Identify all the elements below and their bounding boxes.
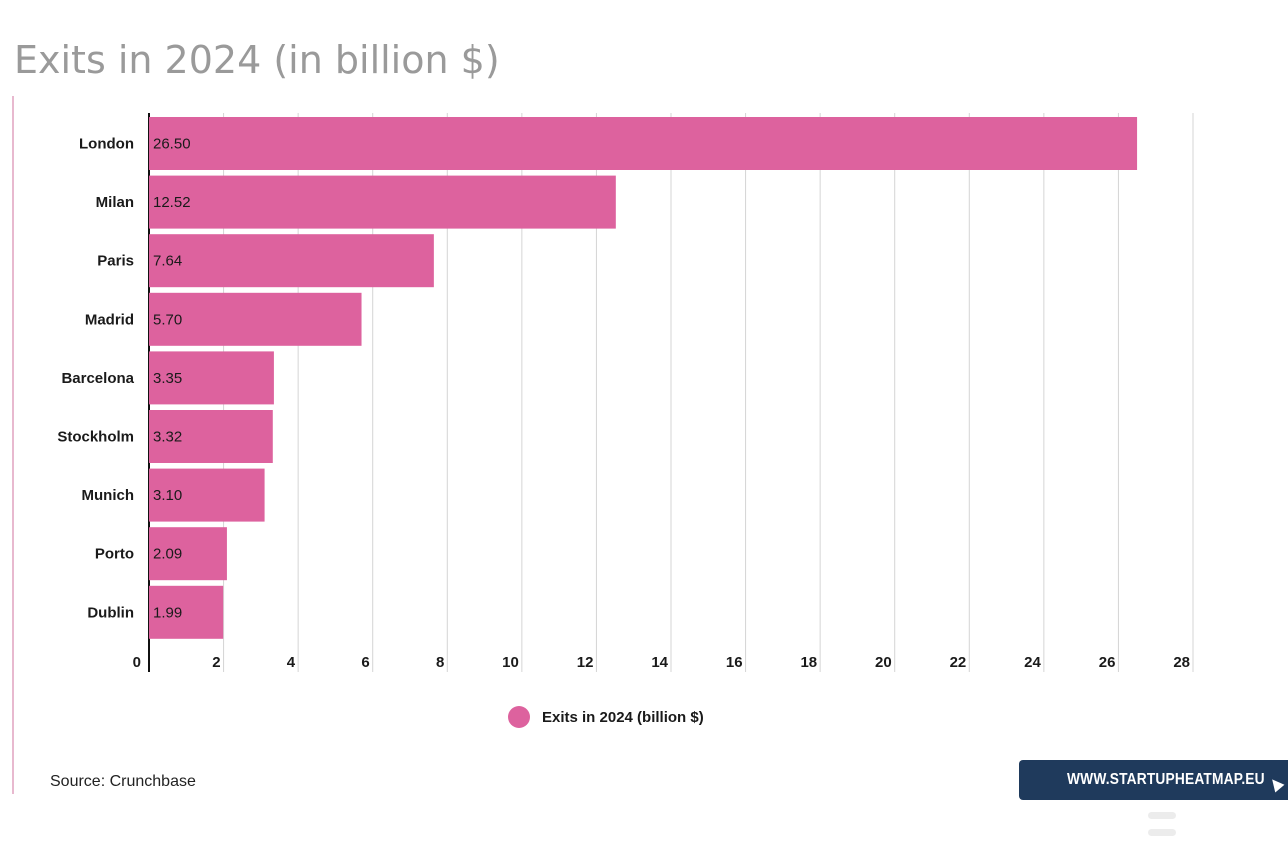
data-label: 1.99	[153, 604, 182, 621]
category-label: Stockholm	[57, 429, 134, 446]
x-tick-label: 4	[287, 654, 296, 671]
category-label: Madrid	[85, 311, 134, 328]
bar	[149, 410, 273, 463]
x-tick-label: 22	[950, 654, 967, 671]
x-tick-label: 14	[651, 654, 668, 671]
bars	[149, 117, 1138, 639]
x-tick-label: 8	[436, 654, 444, 671]
labels: 0 2 4 6 8 10 12 14 16 18 20 22 24 26 2826.50London12.5…	[57, 136, 1190, 672]
bar	[149, 175, 616, 229]
data-label: 7.64	[153, 253, 182, 270]
x-tick-label: 12	[577, 654, 594, 671]
category-label: Barcelona	[61, 370, 134, 387]
data-label: 5.70	[153, 311, 182, 328]
x-tick-label: 16	[726, 654, 743, 671]
x-tick-label: 6	[361, 654, 369, 671]
data-label: 26.50	[153, 136, 191, 153]
bar	[149, 234, 434, 288]
bar	[149, 351, 274, 405]
x-tick-label: 0	[133, 654, 141, 671]
legend: Exits in 2024 (billion $)	[508, 706, 704, 728]
x-tick-label: 24	[1024, 654, 1041, 671]
data-label: 3.35	[153, 370, 182, 387]
website-badge[interactable]: WWW.STARTUPHEATMAP.EU	[1019, 760, 1288, 800]
legend-label: Exits in 2024 (billion $)	[542, 708, 704, 726]
x-tick-label: 18	[800, 654, 817, 671]
data-label: 3.10	[153, 487, 182, 504]
chart-title: Exits in 2024 (in billion $)	[14, 38, 500, 82]
bar	[149, 527, 227, 581]
category-label: Porto	[95, 546, 134, 563]
category-label: Munich	[82, 487, 135, 504]
bar-chart: 0 2 4 6 8 10 12 14 16 18 20 22 24 26 2826.50London12.5…	[57, 113, 1194, 672]
x-tick-label: 28	[1173, 654, 1190, 671]
bar	[149, 585, 224, 639]
bar	[149, 468, 265, 522]
accent-rule	[12, 96, 14, 794]
x-tick-label: 2	[212, 654, 220, 671]
scroll-indicator[interactable]	[1148, 829, 1176, 836]
bar	[149, 117, 1138, 170]
data-label: 12.52	[153, 194, 191, 211]
cursor-arrow-icon	[1267, 775, 1285, 793]
data-label: 3.32	[153, 429, 182, 446]
category-label: Paris	[97, 253, 134, 270]
data-label: 2.09	[153, 546, 182, 563]
scroll-indicator[interactable]	[1148, 812, 1176, 819]
x-tick-label: 10	[502, 654, 519, 671]
bar	[149, 292, 362, 346]
legend-swatch	[508, 706, 530, 728]
category-label: Milan	[96, 194, 134, 211]
category-label: Dublin	[87, 604, 134, 621]
x-tick-label: 26	[1099, 654, 1116, 671]
source-note: Source: Crunchbase	[50, 773, 196, 790]
category-label: London	[79, 136, 134, 153]
x-tick-label: 20	[875, 654, 892, 671]
website-badge-label: WWW.STARTUPHEATMAP.EU	[1067, 771, 1265, 788]
